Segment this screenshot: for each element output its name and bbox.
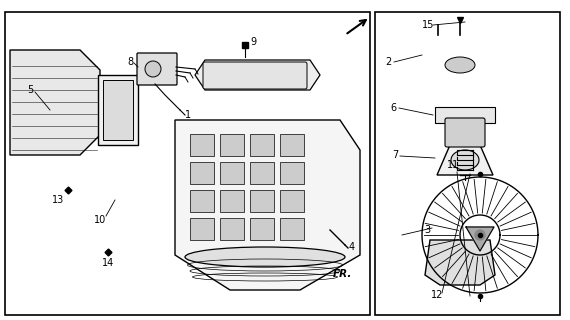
Text: 12: 12 (431, 290, 443, 300)
FancyBboxPatch shape (220, 162, 244, 184)
Polygon shape (195, 60, 320, 90)
FancyBboxPatch shape (250, 218, 274, 240)
FancyBboxPatch shape (445, 118, 485, 147)
FancyBboxPatch shape (250, 190, 274, 212)
Text: 2: 2 (385, 57, 391, 67)
Polygon shape (425, 240, 495, 285)
FancyBboxPatch shape (190, 218, 214, 240)
FancyBboxPatch shape (103, 80, 133, 140)
Text: 7: 7 (392, 150, 398, 160)
FancyBboxPatch shape (190, 134, 214, 156)
Text: 11: 11 (447, 160, 459, 170)
Polygon shape (466, 227, 494, 251)
Ellipse shape (451, 150, 479, 170)
Text: 15: 15 (422, 20, 434, 30)
FancyBboxPatch shape (250, 134, 274, 156)
FancyBboxPatch shape (280, 162, 304, 184)
Text: 14: 14 (102, 258, 114, 268)
FancyBboxPatch shape (220, 190, 244, 212)
Text: 6: 6 (390, 103, 396, 113)
FancyBboxPatch shape (280, 190, 304, 212)
Text: 8: 8 (127, 57, 133, 67)
Text: 4: 4 (349, 242, 355, 252)
Text: 5: 5 (27, 85, 33, 95)
FancyBboxPatch shape (190, 162, 214, 184)
Polygon shape (10, 50, 100, 155)
Text: 9: 9 (250, 37, 256, 47)
Ellipse shape (445, 57, 475, 73)
FancyBboxPatch shape (203, 62, 307, 89)
Circle shape (145, 61, 161, 77)
Text: FR.: FR. (333, 269, 352, 279)
FancyBboxPatch shape (137, 53, 177, 85)
FancyBboxPatch shape (280, 134, 304, 156)
Circle shape (475, 230, 485, 240)
FancyBboxPatch shape (435, 107, 495, 123)
FancyBboxPatch shape (98, 75, 138, 145)
Polygon shape (437, 145, 493, 175)
Text: 1: 1 (185, 110, 191, 120)
FancyBboxPatch shape (220, 134, 244, 156)
FancyBboxPatch shape (190, 190, 214, 212)
FancyBboxPatch shape (220, 218, 244, 240)
FancyBboxPatch shape (250, 162, 274, 184)
FancyBboxPatch shape (280, 218, 304, 240)
Ellipse shape (185, 247, 345, 267)
Text: 13: 13 (52, 195, 64, 205)
Text: 10: 10 (94, 215, 106, 225)
Polygon shape (175, 120, 360, 290)
Text: 3: 3 (424, 225, 430, 235)
